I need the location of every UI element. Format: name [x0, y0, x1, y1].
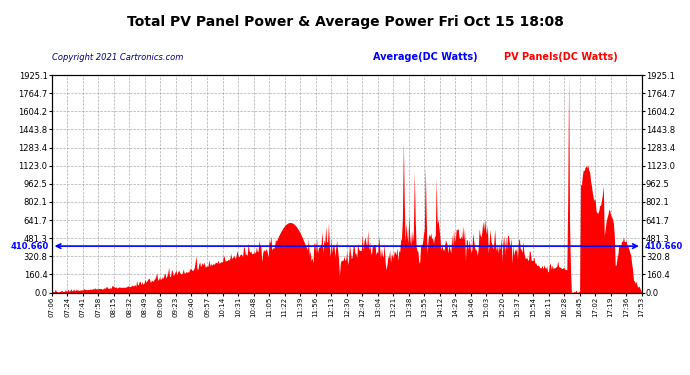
Text: PV Panels(DC Watts): PV Panels(DC Watts) [504, 53, 618, 63]
Text: 410.660: 410.660 [644, 242, 683, 250]
Text: Average(DC Watts): Average(DC Watts) [373, 53, 477, 63]
Text: Copyright 2021 Cartronics.com: Copyright 2021 Cartronics.com [52, 53, 183, 62]
Text: 410.660: 410.660 [10, 242, 49, 250]
Text: Total PV Panel Power & Average Power Fri Oct 15 18:08: Total PV Panel Power & Average Power Fri… [126, 15, 564, 29]
